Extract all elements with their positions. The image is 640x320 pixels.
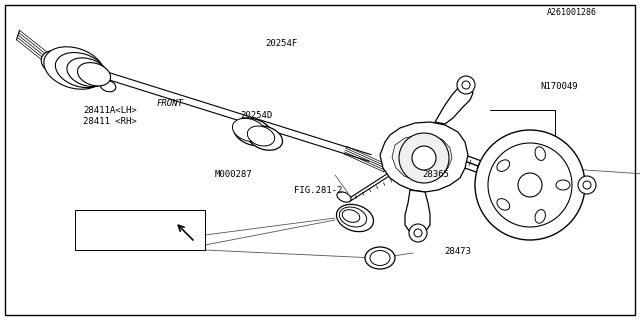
Circle shape [578, 176, 596, 194]
Circle shape [583, 181, 591, 189]
Text: 20254D: 20254D [240, 111, 272, 120]
Ellipse shape [44, 47, 104, 89]
Ellipse shape [365, 247, 395, 269]
Text: 28411 <RH>: 28411 <RH> [83, 117, 137, 126]
Circle shape [399, 133, 449, 183]
Ellipse shape [339, 207, 367, 227]
Ellipse shape [497, 160, 509, 172]
Ellipse shape [342, 210, 360, 222]
Ellipse shape [556, 180, 570, 190]
Ellipse shape [41, 51, 68, 73]
Circle shape [475, 130, 585, 240]
Circle shape [518, 173, 542, 197]
Ellipse shape [248, 126, 282, 150]
Ellipse shape [232, 118, 266, 142]
Ellipse shape [497, 199, 509, 210]
Circle shape [462, 81, 470, 89]
Text: M000287: M000287 [214, 170, 252, 179]
Text: 28411A<LH>: 28411A<LH> [83, 106, 137, 115]
Ellipse shape [67, 58, 108, 86]
Ellipse shape [337, 192, 351, 202]
Circle shape [414, 229, 422, 237]
Ellipse shape [535, 210, 545, 223]
Ellipse shape [100, 80, 116, 92]
Text: 28473: 28473 [445, 247, 472, 256]
Text: A261001286: A261001286 [547, 8, 597, 17]
Text: 28365: 28365 [422, 170, 449, 179]
Text: 20254F: 20254F [266, 39, 298, 48]
Circle shape [488, 143, 572, 227]
Text: N170049: N170049 [541, 82, 579, 91]
Circle shape [457, 76, 475, 94]
Text: FRONT: FRONT [157, 100, 184, 108]
Ellipse shape [77, 63, 111, 86]
Ellipse shape [370, 251, 390, 266]
Ellipse shape [247, 126, 275, 146]
Polygon shape [435, 85, 473, 124]
Polygon shape [405, 190, 430, 235]
Ellipse shape [56, 52, 106, 88]
Circle shape [409, 224, 427, 242]
Polygon shape [392, 135, 452, 180]
Bar [75, 210, 205, 250]
Polygon shape [380, 122, 468, 192]
Ellipse shape [535, 147, 545, 160]
Text: FIG.281-2: FIG.281-2 [294, 186, 343, 195]
Ellipse shape [337, 204, 374, 232]
Ellipse shape [234, 118, 273, 146]
Circle shape [412, 146, 436, 170]
